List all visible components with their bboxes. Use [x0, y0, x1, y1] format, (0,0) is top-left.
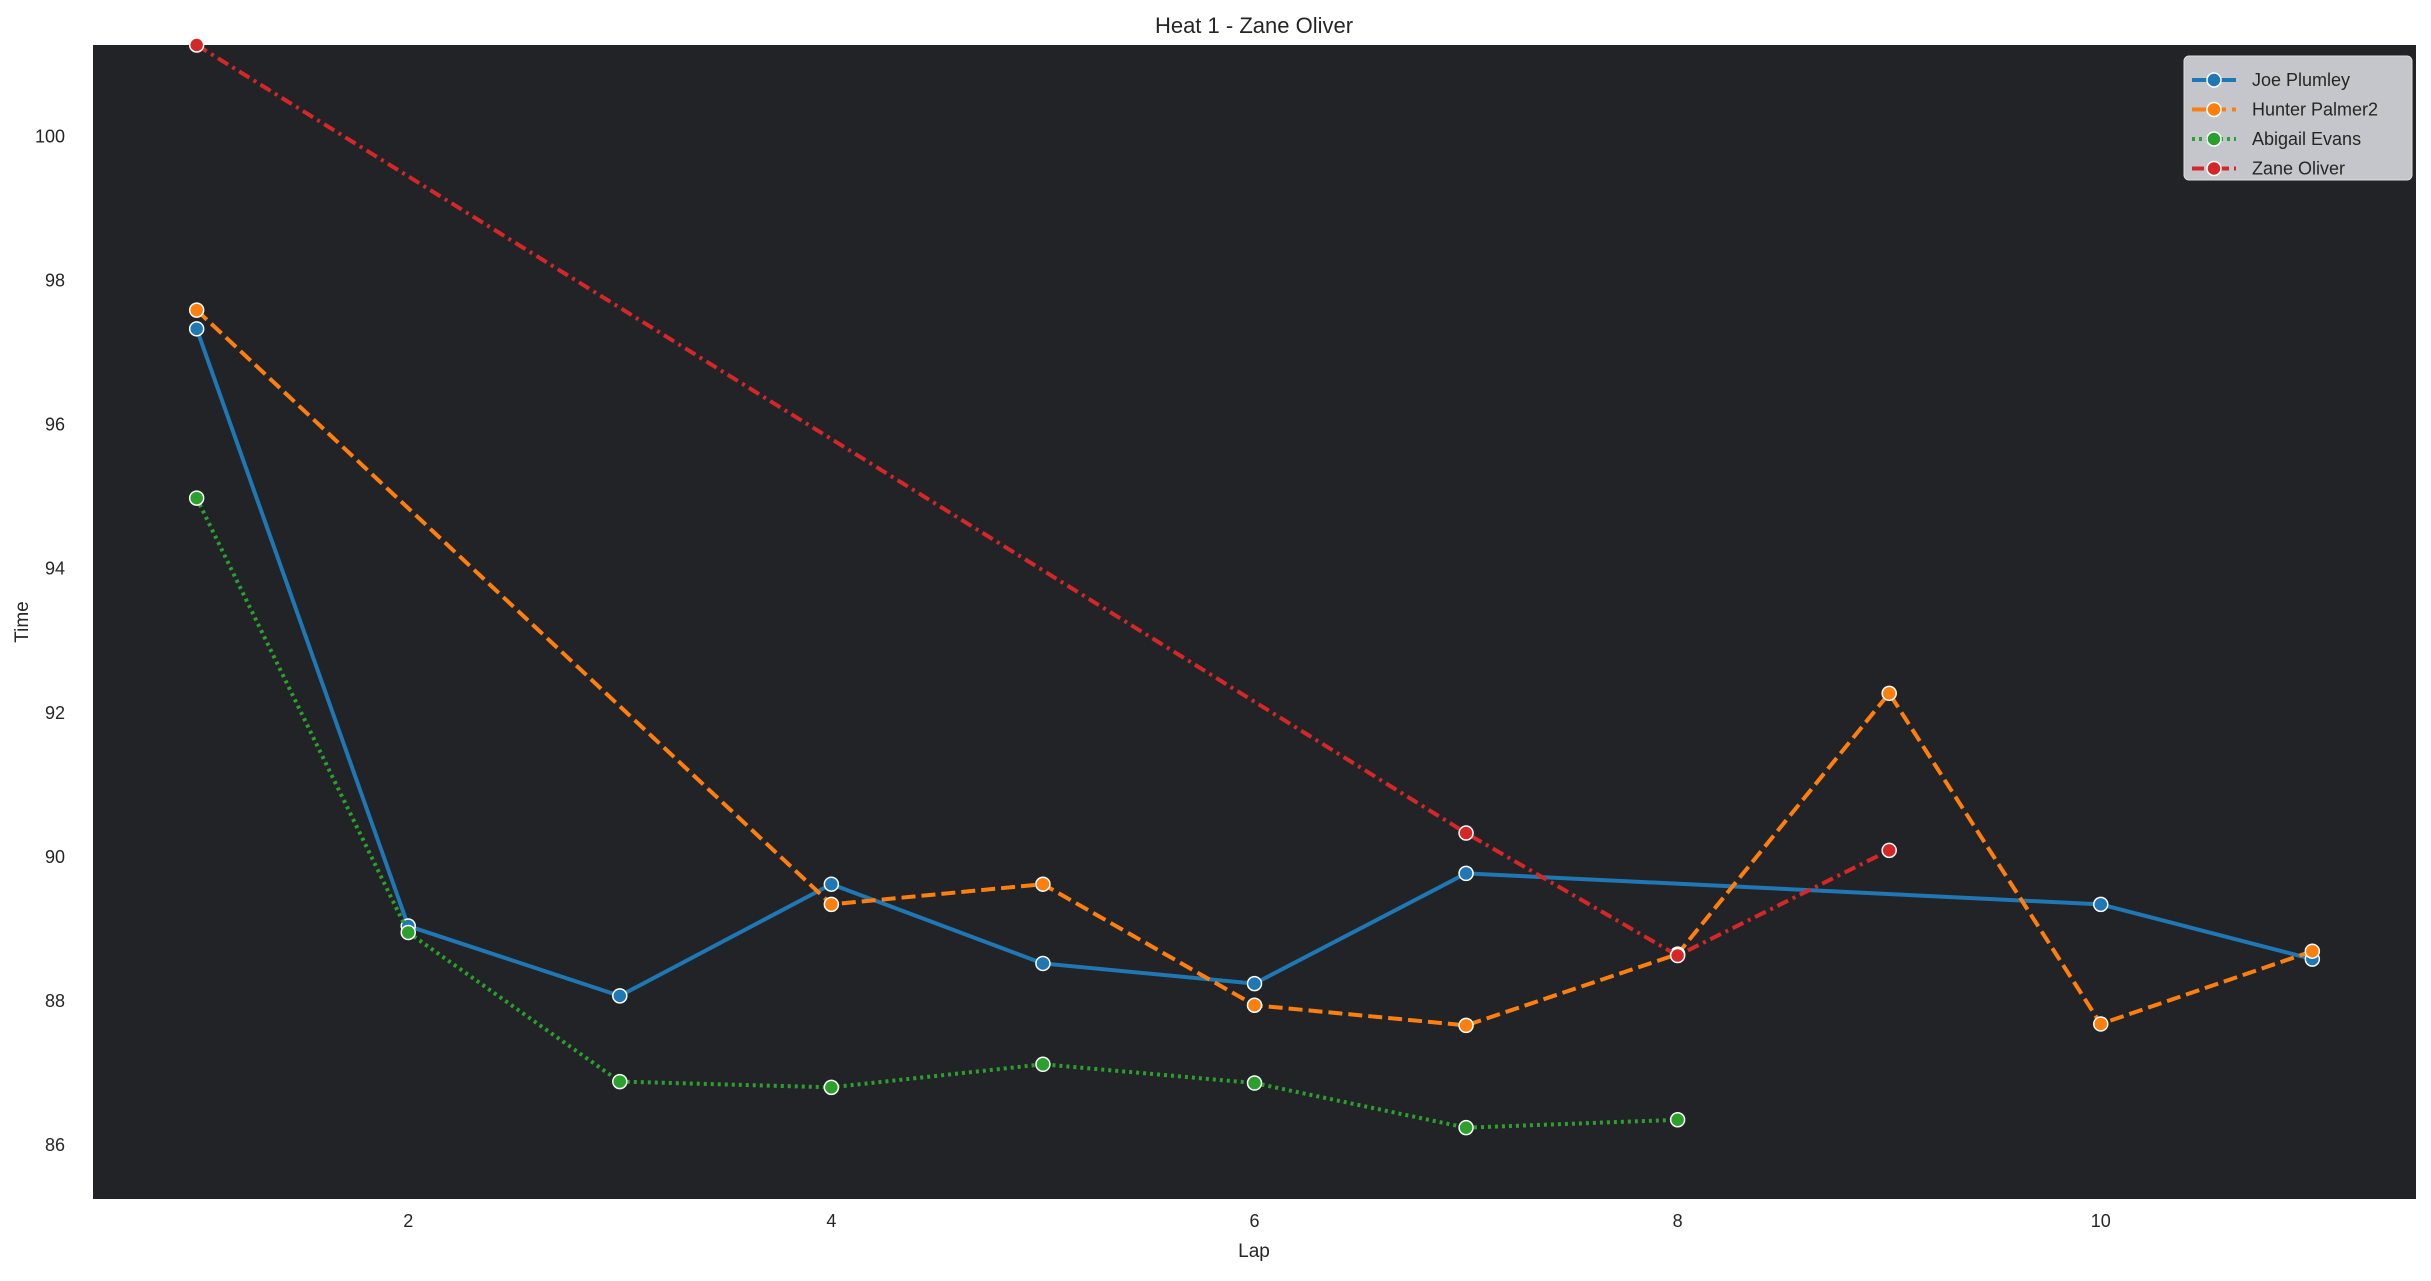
y-tick-label: 90 [45, 847, 65, 867]
data-point [612, 1073, 628, 1090]
x-tick-label: 2 [403, 1211, 413, 1231]
y-tick-label: 96 [45, 415, 65, 435]
series-line [195, 308, 2313, 1028]
y-axis: 86 88 90 92 94 96 98 100 [35, 126, 65, 1154]
data-point [188, 37, 205, 53]
data-point [823, 876, 840, 892]
data-point [188, 321, 205, 337]
legend-item: Joe Plumley [2192, 70, 2350, 90]
legend-item: Hunter Palmer2 [2192, 100, 2378, 120]
legend-marker [2206, 101, 2222, 118]
x-axis-label: Lap [1238, 1241, 1270, 1262]
x-tick-label: 8 [1673, 1211, 1683, 1231]
data-point [1035, 955, 1051, 972]
plot-area [93, 45, 2416, 1199]
data-point [188, 490, 205, 506]
data-point [823, 1079, 840, 1096]
series-line [194, 497, 1678, 1130]
y-tick-label: 86 [45, 1135, 65, 1155]
legend-item: Abigail Evans [2192, 129, 2361, 149]
chart-title: Heat 1 - Zane Oliver [1155, 13, 1353, 38]
data-point [2304, 943, 2321, 959]
data-point [1669, 947, 1686, 964]
data-point [1458, 1017, 1474, 1034]
data-point [1035, 876, 1051, 892]
x-tick-label: 4 [826, 1211, 836, 1231]
data-point [612, 988, 628, 1004]
legend-marker [2206, 72, 2222, 88]
data-point [1881, 685, 1897, 702]
y-tick-label: 98 [45, 271, 65, 291]
legend-marker [2206, 131, 2222, 147]
legend-label: Hunter Palmer2 [2252, 100, 2378, 120]
x-tick-label: 6 [1249, 1211, 1259, 1231]
y-tick-label: 100 [35, 126, 65, 146]
legend-label: Abigail Evans [2252, 129, 2361, 149]
data-point [1458, 865, 1474, 882]
series-zane-oliver [188, 37, 1897, 964]
data-point [823, 896, 840, 913]
data-point [188, 302, 205, 318]
x-axis: 2 4 6 8 10 [403, 1211, 2111, 1231]
data-point [1458, 1119, 1474, 1136]
data-point [1246, 1075, 1263, 1091]
series-layer [188, 37, 2321, 1136]
legend-item: Zane Oliver [2192, 159, 2345, 179]
data-point [1035, 1056, 1051, 1073]
y-axis-label: Time [12, 601, 33, 643]
series-line [195, 43, 1891, 958]
y-tick-label: 88 [45, 991, 65, 1011]
data-point [2093, 896, 2109, 913]
data-point [1458, 825, 1474, 841]
legend: Joe Plumley Hunter Palmer2 Abigail Evans Za… [2183, 55, 2413, 181]
data-point [1246, 997, 1263, 1013]
data-point [400, 924, 416, 941]
x-tick-label: 10 [2091, 1211, 2111, 1231]
data-point [2093, 1016, 2109, 1032]
legend-label: Zane Oliver [2252, 159, 2345, 179]
data-point [1246, 975, 1263, 992]
y-tick-label: 94 [45, 559, 65, 579]
y-tick-label: 92 [45, 703, 65, 723]
legend-box [2183, 55, 2413, 181]
data-point [1669, 1112, 1686, 1128]
data-point [1881, 842, 1897, 859]
legend-label: Joe Plumley [2252, 70, 2350, 90]
legend-marker [2206, 160, 2222, 177]
series-abigail-evans [188, 490, 1686, 1136]
